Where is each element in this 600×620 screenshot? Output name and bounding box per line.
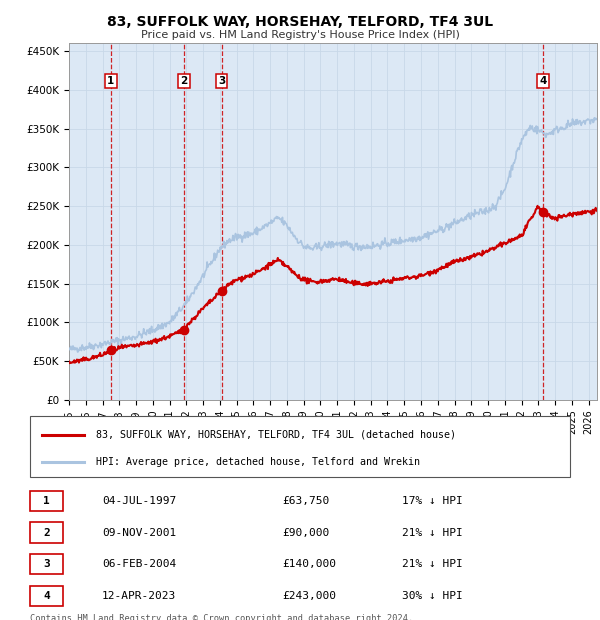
Text: 1: 1 xyxy=(43,496,50,506)
Text: 12-APR-2023: 12-APR-2023 xyxy=(102,591,176,601)
Text: 21% ↓ HPI: 21% ↓ HPI xyxy=(402,559,463,569)
Text: Price paid vs. HM Land Registry's House Price Index (HPI): Price paid vs. HM Land Registry's House … xyxy=(140,30,460,40)
Text: 21% ↓ HPI: 21% ↓ HPI xyxy=(402,528,463,538)
Text: 4: 4 xyxy=(43,591,50,601)
Text: 04-JUL-1997: 04-JUL-1997 xyxy=(102,496,176,506)
Bar xyxy=(30,417,570,477)
Text: £243,000: £243,000 xyxy=(282,591,336,601)
Bar xyxy=(30,586,63,606)
Text: 17% ↓ HPI: 17% ↓ HPI xyxy=(402,496,463,506)
Text: 30% ↓ HPI: 30% ↓ HPI xyxy=(402,591,463,601)
Text: £63,750: £63,750 xyxy=(282,496,329,506)
Text: 09-NOV-2001: 09-NOV-2001 xyxy=(102,528,176,538)
Text: 4: 4 xyxy=(539,76,547,86)
Text: 3: 3 xyxy=(43,559,50,569)
Text: HPI: Average price, detached house, Telford and Wrekin: HPI: Average price, detached house, Telf… xyxy=(96,457,420,467)
Bar xyxy=(30,522,63,542)
Bar xyxy=(30,554,63,575)
Text: Contains HM Land Registry data © Crown copyright and database right 2024.
This d: Contains HM Land Registry data © Crown c… xyxy=(30,614,413,620)
Text: 83, SUFFOLK WAY, HORSEHAY, TELFORD, TF4 3UL: 83, SUFFOLK WAY, HORSEHAY, TELFORD, TF4 … xyxy=(107,16,493,30)
Text: 06-FEB-2004: 06-FEB-2004 xyxy=(102,559,176,569)
Text: 1: 1 xyxy=(107,76,115,86)
Text: 2: 2 xyxy=(181,76,188,86)
Text: £90,000: £90,000 xyxy=(282,528,329,538)
Text: £140,000: £140,000 xyxy=(282,559,336,569)
Text: 3: 3 xyxy=(218,76,225,86)
Bar xyxy=(30,490,63,511)
Text: 83, SUFFOLK WAY, HORSEHAY, TELFORD, TF4 3UL (detached house): 83, SUFFOLK WAY, HORSEHAY, TELFORD, TF4 … xyxy=(96,430,456,440)
Text: 2: 2 xyxy=(43,528,50,538)
